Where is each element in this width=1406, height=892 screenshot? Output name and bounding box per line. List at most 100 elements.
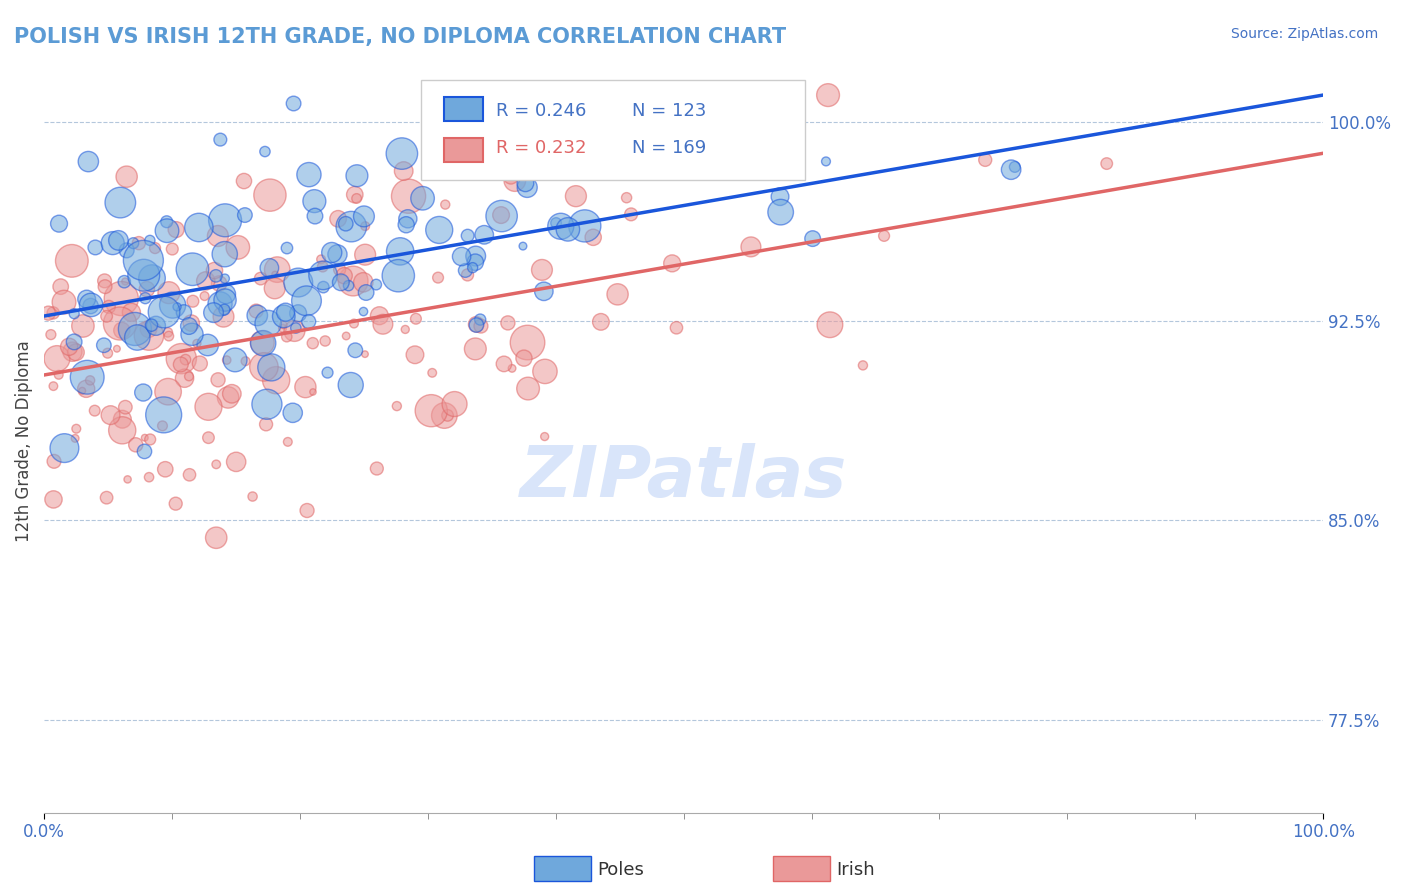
Irish [194,274,217,288]
Poles [257,317,280,331]
Irish [96,491,118,505]
Irish [208,277,231,291]
Text: Source: ZipAtlas.com: Source: ZipAtlas.com [1230,27,1378,41]
Poles [284,321,307,335]
Poles [208,297,231,311]
Irish [249,271,271,285]
Irish [53,295,76,310]
Irish [134,431,156,445]
Poles [276,241,298,255]
Poles [340,219,363,234]
Irish [974,153,997,167]
Poles [233,208,256,222]
Irish [174,352,197,367]
Poles [491,209,513,223]
Irish [204,263,226,277]
Poles [304,209,326,223]
Irish [138,322,160,336]
Irish [138,470,160,484]
Poles [252,336,274,351]
Poles [205,268,228,283]
Poles [127,330,149,344]
Poles [253,145,276,159]
Poles [110,195,132,210]
Irish [143,241,166,255]
Poles [187,220,209,235]
Irish [138,328,160,343]
Poles [574,219,596,233]
Irish [631,145,654,159]
Poles [329,275,352,289]
Irish [157,384,180,399]
Poles [145,318,167,333]
Y-axis label: 12th Grade, No Diploma: 12th Grade, No Diploma [15,340,32,541]
Poles [353,304,375,318]
Poles [181,327,204,342]
Irish [589,315,612,329]
Irish [252,335,274,350]
Poles [346,169,368,183]
Poles [79,299,101,313]
Irish [273,318,295,332]
Irish [58,340,80,354]
Irish [309,252,332,267]
Irish [186,336,208,351]
Poles [1004,160,1026,174]
Irish [254,417,277,432]
Irish [49,279,72,293]
Poles [533,285,555,299]
Poles [326,247,349,261]
Irish [606,287,628,301]
Poles [396,211,419,226]
Irish [343,187,366,202]
Irish [120,305,142,319]
Irish [394,322,416,336]
Poles [209,133,232,147]
Irish [420,366,443,380]
Irish [371,318,394,332]
Irish [162,242,184,256]
Irish [385,399,408,413]
Irish [434,197,457,211]
Poles [472,227,495,242]
Irish [100,408,122,422]
Irish [42,492,65,507]
Irish [155,462,177,476]
Poles [391,146,413,161]
Irish [205,458,228,472]
Poles [173,305,195,319]
Poles [53,441,76,455]
Irish [259,188,281,202]
Irish [242,490,264,504]
Irish [97,300,120,314]
Irish [65,422,87,436]
Poles [93,338,115,352]
Irish [405,311,427,326]
Poles [134,291,156,305]
Text: ZIPatlas: ZIPatlas [520,443,848,512]
Irish [534,364,557,378]
Irish [114,400,136,414]
Poles [283,96,305,111]
Irish [342,274,364,288]
Poles [557,222,579,236]
Poles [132,253,155,268]
Poles [298,168,321,182]
Irish [433,409,456,423]
FancyBboxPatch shape [444,97,482,120]
Irish [63,431,86,445]
Irish [314,334,336,348]
Poles [681,122,703,136]
Irish [354,248,377,262]
Poles [134,444,156,458]
Irish [165,222,187,236]
Poles [769,205,792,219]
Irish [489,208,512,222]
Poles [259,260,281,275]
Poles [260,360,283,375]
Irish [157,285,180,300]
Irish [225,455,247,469]
Poles [141,271,163,285]
Irish [115,169,138,184]
Poles [464,249,486,263]
